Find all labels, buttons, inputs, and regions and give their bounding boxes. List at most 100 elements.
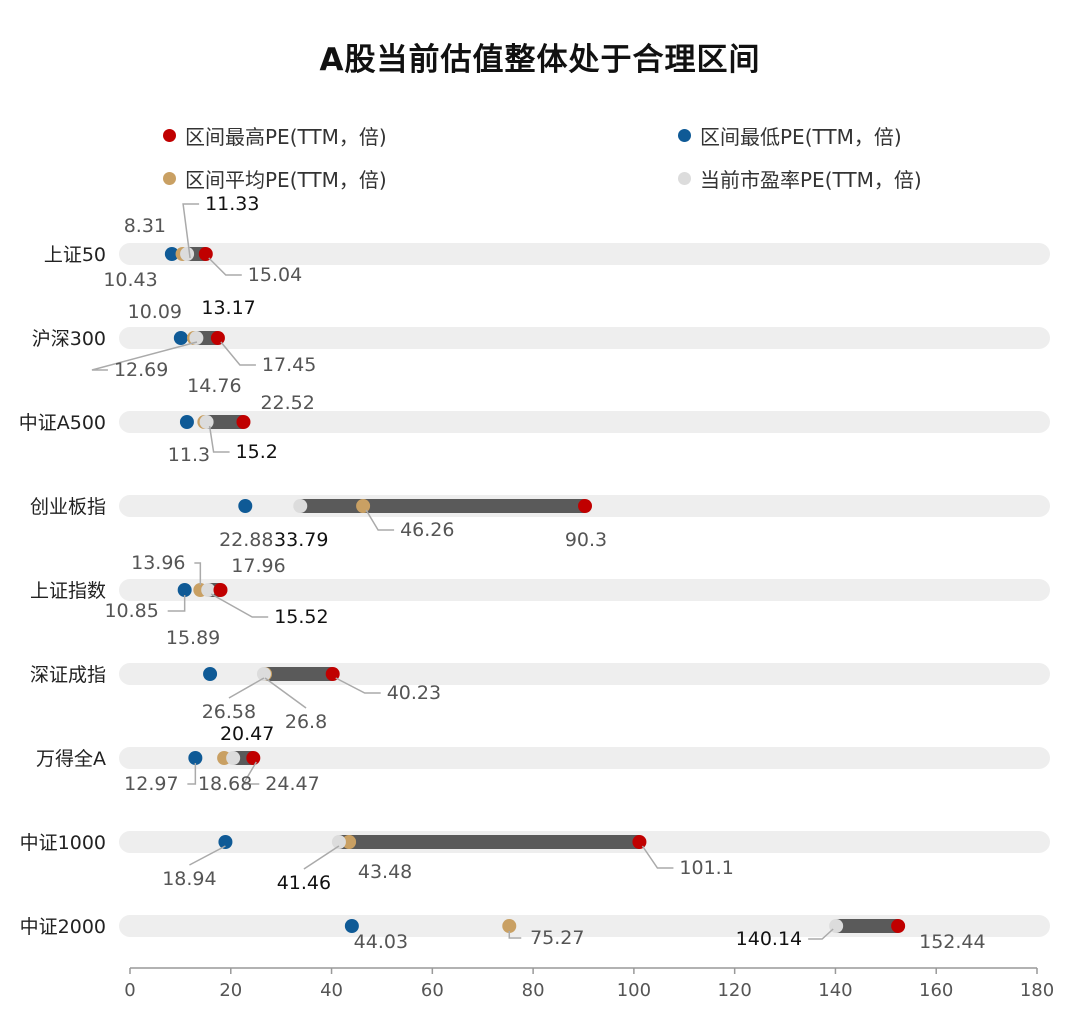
leader-line-cur — [303, 845, 340, 870]
row-track — [119, 243, 1050, 265]
leader-line-max — [208, 257, 242, 276]
dot-cur — [293, 499, 308, 513]
x-tick-label: 180 — [1020, 980, 1054, 1001]
value-label-cur: 11.33 — [205, 193, 259, 215]
value-label-min: 8.31 — [124, 215, 166, 237]
dot-min — [218, 835, 233, 849]
legend-marker-current — [678, 172, 691, 185]
value-label-max: 40.23 — [387, 682, 441, 704]
dot-min — [177, 583, 192, 597]
dot-max — [210, 331, 225, 345]
value-label-max: 15.04 — [248, 264, 302, 286]
value-label-cur: 15.52 — [274, 606, 328, 628]
value-label-cur: 20.47 — [220, 723, 274, 745]
leader-line-avg — [91, 341, 198, 371]
row-track — [119, 663, 1050, 685]
legend-label-max: 区间最高PE(TTM，倍) — [185, 125, 387, 149]
dot-cur — [256, 667, 271, 681]
x-tick-label: 100 — [617, 980, 651, 1001]
row-track — [119, 915, 1050, 937]
value-label-min: 15.89 — [166, 627, 220, 649]
leader-line-min — [167, 595, 186, 612]
range-bar — [836, 919, 899, 933]
leader-line-max — [641, 845, 674, 869]
row-track — [119, 747, 1050, 769]
leader-line-cur — [210, 593, 269, 618]
legend-label-avg: 区间平均PE(TTM，倍) — [185, 168, 387, 192]
legend-label-min: 区间最低PE(TTM，倍) — [700, 125, 902, 149]
value-label-cur: 13.17 — [201, 297, 255, 319]
leader-line-min — [189, 845, 226, 866]
dot-max — [246, 751, 261, 765]
chart-title: A股当前估值整体处于合理区间 — [319, 42, 761, 78]
leader-line-max — [241, 761, 260, 785]
x-tick-label: 160 — [919, 980, 953, 1001]
value-label-cur: 140.14 — [736, 928, 802, 950]
row-track — [119, 411, 1050, 433]
dot-cur — [331, 835, 346, 849]
value-label-avg: 12.69 — [114, 359, 168, 381]
dot-max — [236, 415, 251, 429]
value-label-cur: 26.58 — [202, 701, 256, 723]
value-label-avg: 46.26 — [400, 519, 454, 541]
range-bar — [300, 499, 586, 513]
dot-min — [164, 247, 179, 261]
legend-marker-max — [163, 129, 176, 142]
legend-item-current: 当前市盈率PE(TTM，倍) — [678, 164, 922, 193]
x-tick-label: 140 — [818, 980, 852, 1001]
value-label-min: 12.97 — [124, 773, 178, 795]
x-tick-label: 120 — [717, 980, 751, 1001]
dot-max — [578, 499, 593, 513]
range-bar — [338, 835, 640, 849]
value-label-max: 90.3 — [565, 529, 607, 551]
leader-line-avg — [264, 677, 307, 709]
dot-max — [632, 835, 647, 849]
row-track — [119, 327, 1050, 349]
category-label: 上证指数 — [30, 580, 106, 602]
leader-line-avg — [508, 931, 522, 939]
value-label-cur: 15.2 — [236, 441, 278, 463]
value-label-min: 44.03 — [354, 931, 408, 953]
value-label-max: 101.1 — [679, 857, 733, 879]
dot-avg — [356, 499, 371, 513]
category-label: 上证50 — [44, 244, 106, 266]
legend-item-avg: 区间平均PE(TTM，倍) — [163, 164, 387, 193]
dot-cur — [226, 751, 241, 765]
category-label: 中证2000 — [20, 916, 106, 938]
value-label-avg: 10.43 — [103, 269, 157, 291]
x-tick-label: 20 — [219, 980, 242, 1001]
dot-min — [344, 919, 359, 933]
x-tick-label: 40 — [320, 980, 343, 1001]
legend-item-min: 区间最低PE(TTM，倍) — [678, 121, 902, 150]
value-label-max: 24.47 — [265, 773, 319, 795]
dot-min — [173, 331, 188, 345]
legend-marker-avg — [163, 172, 176, 185]
leader-line-avg — [365, 509, 395, 531]
row-track — [119, 579, 1050, 601]
dot-min — [238, 499, 253, 513]
dot-min — [188, 751, 203, 765]
value-label-max: 17.45 — [262, 354, 316, 376]
category-label: 深证成指 — [30, 664, 106, 686]
value-label-avg: 43.48 — [358, 861, 412, 883]
dot-max — [891, 919, 906, 933]
dot-cur — [180, 247, 195, 261]
leader-line-cur — [808, 928, 834, 940]
legend-label-current: 当前市盈率PE(TTM，倍) — [700, 168, 922, 192]
legend-item-max: 区间最高PE(TTM，倍) — [163, 121, 387, 150]
value-label-avg: 13.96 — [131, 552, 185, 574]
dot-min — [179, 415, 194, 429]
leader-line-max — [220, 341, 256, 366]
legend-marker-min — [678, 129, 691, 142]
value-label-cur: 33.79 — [274, 529, 328, 551]
category-label: 创业板指 — [30, 496, 106, 518]
value-label-avg: 18.68 — [198, 773, 252, 795]
leader-line-max — [335, 677, 381, 694]
value-label-cur: 41.46 — [277, 872, 331, 894]
x-tick-label: 60 — [421, 980, 444, 1001]
dot-cur — [199, 415, 214, 429]
value-label-min: 22.88 — [219, 529, 273, 551]
value-label-max: 17.96 — [231, 555, 285, 577]
x-tick-label: 0 — [124, 980, 135, 1001]
dot-min — [203, 667, 218, 681]
